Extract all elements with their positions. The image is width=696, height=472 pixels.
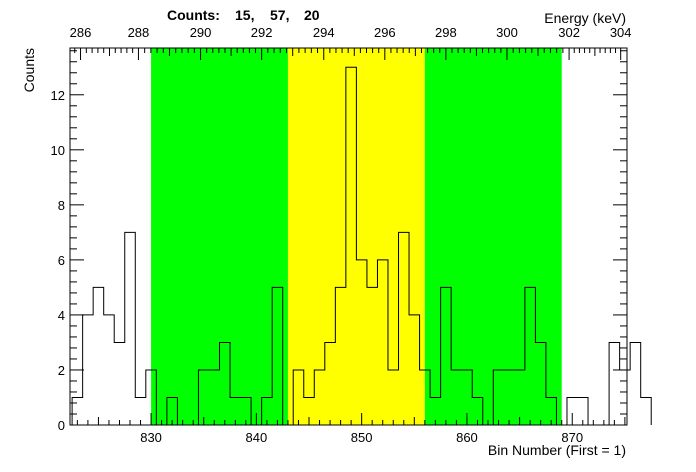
header-label: Counts:	[167, 7, 220, 23]
x2-tick-label: 304	[610, 25, 632, 40]
y-tick-label: 8	[58, 198, 65, 213]
header-value-3: 20	[304, 7, 320, 23]
x2-tick-label: 300	[496, 25, 518, 40]
y-axis-title: Counts	[21, 48, 37, 92]
x2-tick-label: 294	[313, 25, 335, 40]
x-tick-label: 860	[456, 430, 478, 445]
x2-tick-label: 302	[558, 25, 580, 40]
x2-tick-label: 296	[374, 25, 396, 40]
x2-tick-label: 286	[70, 25, 92, 40]
region-background-right	[424, 48, 562, 425]
x-tick-label: 840	[246, 430, 268, 445]
x-tick-label: 870	[561, 430, 583, 445]
y-tick-label: 6	[58, 253, 65, 268]
x2-tick-label: 298	[435, 25, 457, 40]
x2-tick-label: 292	[251, 25, 273, 40]
y-tick-label: 4	[58, 308, 65, 323]
y-tick-label: 2	[58, 363, 65, 378]
header-value-2: 57,	[270, 7, 289, 23]
y-tick-label: 0	[58, 418, 65, 433]
y-tick-label: 10	[51, 143, 65, 158]
y-tick-label: 12	[51, 88, 65, 103]
x2-tick-label: 288	[128, 25, 150, 40]
x-axis-title: Bin Number (First = 1)	[488, 442, 626, 458]
ticks	[70, 48, 627, 426]
x-tick-label: 850	[351, 430, 373, 445]
x2-axis-title: Energy (keV)	[544, 10, 626, 26]
x-tick-label: 830	[140, 430, 162, 445]
header-value-1: 15,	[235, 7, 254, 23]
x2-tick-label: 290	[190, 25, 212, 40]
